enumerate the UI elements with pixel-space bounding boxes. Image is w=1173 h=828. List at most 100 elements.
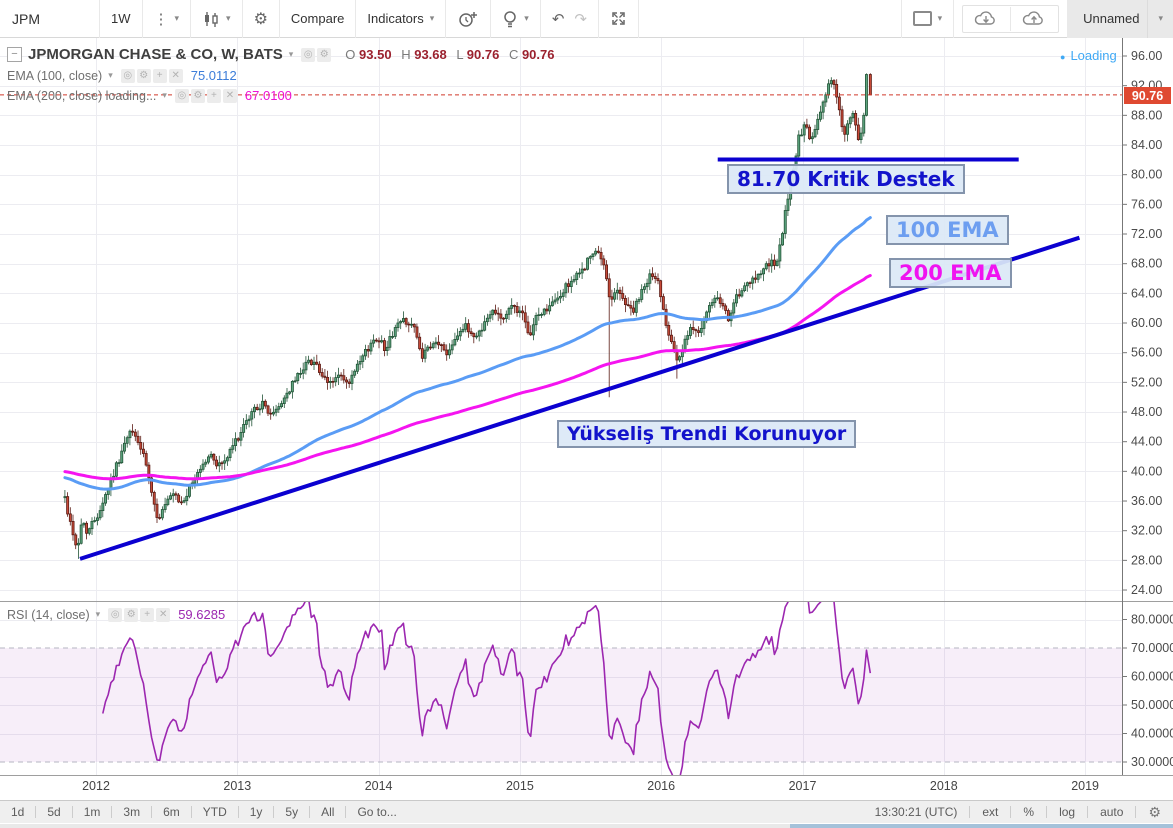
svg-text:30.0000: 30.0000 [1131,755,1173,769]
range-buttons: 1d 5d 1m 3m 6m YTD 1y 5y All [0,805,347,819]
svg-text:40.0000: 40.0000 [1131,727,1173,741]
rsi-label[interactable]: RSI (14, close) [7,607,90,622]
chevron-down-icon[interactable]: ▾ [95,609,101,619]
close-icon[interactable]: ✕ [168,68,183,83]
divider [190,806,192,818]
trend-annotation[interactable]: Yükseliş Trendi Korunuyor [557,420,857,448]
compare-button[interactable]: Compare [280,0,357,38]
ema200-line[interactable] [63,274,872,481]
plus-icon[interactable]: + [140,607,155,622]
range-3m[interactable]: 3m [123,805,141,819]
svg-text:2017: 2017 [789,779,817,793]
layout-menu-button[interactable]: ▾ [1147,0,1173,38]
ema100-annotation[interactable]: 100 EMA [886,215,1009,245]
divider [969,806,971,818]
range-5d[interactable]: 5d [47,805,61,819]
range-all[interactable]: All [321,805,335,819]
redo-button[interactable]: ↷ [574,10,587,28]
plus-icon[interactable]: + [152,68,167,83]
ema100-label[interactable]: EMA (100, close) [7,68,103,83]
progress-strip [790,824,1173,828]
fullscreen-icon [612,12,625,25]
mode-ext[interactable]: ext [982,805,999,819]
time-axis-labels[interactable]: 2012 2013 2014 2015 2016 2017 2018 2019 [82,779,1099,793]
undo-redo-group: ↶ ↷ [541,0,599,38]
mode-log[interactable]: log [1059,805,1076,819]
svg-text:50.0000: 50.0000 [1131,698,1173,712]
pane-dividers[interactable] [0,601,1173,776]
eye-icon[interactable]: ◎ [120,68,135,83]
chevron-down-icon[interactable]: ▾ [288,49,294,59]
ema100-line[interactable] [63,216,872,491]
rsi-axis-labels[interactable]: 80.0000 70.0000 60.0000 50.0000 40.0000 30.00… [1123,613,1173,770]
save-chart-button[interactable] [1010,6,1058,31]
candles [63,73,872,559]
layout-icon [912,11,932,26]
chart-style-button[interactable]: ▾ [191,0,243,38]
ema200-label[interactable]: EMA (200, close) loading... [7,88,157,103]
price-axis-labels[interactable]: 96.0092.0088.0084.0080.0076.0072.0068.00… [1123,49,1162,597]
symbol-legend-row: − JPMORGAN CHASE & CO, W, BATS ▾ ◎ ⚙ O 9… [7,46,555,63]
chevron-down-icon[interactable]: ▾ [108,70,113,80]
indicators-button[interactable]: Indicators ▾ [356,0,447,38]
gear-icon[interactable]: ⚙ [317,47,332,62]
svg-text:48.00: 48.00 [1131,405,1162,419]
symbol-input[interactable]: JPM [0,0,100,38]
chevron-down-icon: ▾ [524,13,529,23]
range-1m[interactable]: 1m [83,805,101,819]
gear-icon[interactable]: ⚙ [190,88,205,103]
load-chart-button[interactable] [963,7,1010,31]
ohlc-values: O 93.50 H 93.68 L 90.76 C 90.76 [339,47,554,62]
close-value: 90.76 [521,47,555,62]
trendline-drawing[interactable] [79,235,1081,561]
fullscreen-button[interactable] [599,0,639,38]
interval-button[interactable]: 1W [100,0,143,38]
eye-icon[interactable]: ◎ [174,88,189,103]
gear-icon[interactable]: ⚙ [124,607,139,622]
chevron-down-icon[interactable]: ▾ [162,90,167,100]
collapse-pane-button[interactable]: − [7,47,22,62]
interval-menu-button[interactable]: ⋮ ▾ [143,0,192,38]
undo-button[interactable]: ↶ [551,10,565,28]
goto-button[interactable]: Go to... [357,805,397,819]
current-price-label: 90.76 [1124,87,1171,104]
high-value: 93.68 [414,47,447,62]
close-icon[interactable]: ✕ [222,88,237,103]
eye-icon[interactable]: ◎ [301,47,316,62]
chart-properties-button[interactable]: ⚙ [243,0,280,38]
range-5y[interactable]: 5y [285,805,299,819]
rsi-value: 59.6285 [178,607,226,622]
mode-auto[interactable]: auto [1100,805,1124,819]
symbol-title[interactable]: JPMORGAN CHASE & CO, W, BATS [28,46,283,63]
ema100-value: 75.0112 [190,68,237,83]
divider [1087,806,1089,818]
range-ytd[interactable]: YTD [202,805,227,819]
compare-label: Compare [290,11,345,26]
mode-percent[interactable]: % [1023,805,1035,819]
close-icon[interactable]: ✕ [156,607,171,622]
range-1y[interactable]: 1y [249,805,263,819]
svg-text:88.00: 88.00 [1131,108,1162,122]
range-1d[interactable]: 1d [11,805,25,819]
gear-icon[interactable]: ⚙ [136,68,151,83]
svg-text:80.0000: 80.0000 [1131,613,1173,627]
indicators-label: Indicators [367,11,424,26]
gear-icon[interactable]: ⚙ [1148,803,1161,820]
ema200-annotation[interactable]: 200 EMA [889,258,1012,288]
rsi-line[interactable] [102,583,872,786]
bottom-strip [0,824,1173,828]
svg-text:24.00: 24.00 [1131,583,1162,597]
ideas-button[interactable]: ▾ [491,0,541,38]
support-annotation[interactable]: 81.70 Kritik Destek [727,164,965,194]
range-6m[interactable]: 6m [163,805,180,819]
layout-select-button[interactable]: ▾ [900,0,955,38]
plus-icon[interactable]: + [206,88,221,103]
svg-text:56.00: 56.00 [1131,346,1162,360]
ema100-legend-row: EMA (100, close) ▾ ◎ ⚙ + ✕ 75.0112 [7,68,555,83]
price-chart[interactable]: 96.0092.0088.0084.0080.0076.0072.0068.00… [0,38,1173,800]
layout-name-button[interactable]: Unnamed [1067,0,1148,38]
svg-text:28.00: 28.00 [1131,553,1162,567]
eye-icon[interactable]: ◎ [108,607,123,622]
add-alert-button[interactable] [446,0,492,38]
svg-text:2018: 2018 [930,779,958,793]
